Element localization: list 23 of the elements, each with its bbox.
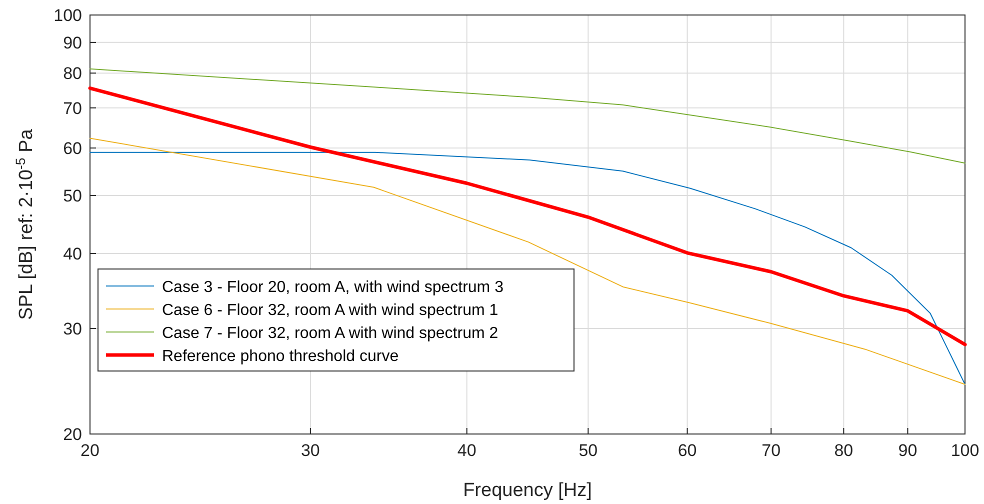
legend-label: Reference phono threshold curve xyxy=(162,348,399,365)
x-tick-label: 60 xyxy=(678,441,697,460)
y-tick-label: 50 xyxy=(63,186,82,206)
y-tick-label: 100 xyxy=(54,6,82,25)
x-tick-label: 100 xyxy=(950,441,980,460)
y-tick-label: 90 xyxy=(63,33,82,52)
x-tick-label: 20 xyxy=(80,441,100,460)
x-axis-title: Frequency [Hz] xyxy=(463,480,592,501)
x-tick-label: 30 xyxy=(300,441,320,460)
y-tick-label: 80 xyxy=(63,64,82,84)
x-tick-label: 50 xyxy=(578,441,598,460)
x-tick-label: 80 xyxy=(834,441,854,460)
x-tick-label: 40 xyxy=(457,441,476,460)
y-tick-label: 30 xyxy=(63,319,82,338)
y-tick-label: 40 xyxy=(63,244,82,264)
legend-label: Case 6 - Floor 32, room A with wind spectrum 1 xyxy=(162,302,498,319)
legend-label: Case 3 - Floor 20, room A, with wind spectrum 3 xyxy=(162,279,504,296)
x-tick-label: 70 xyxy=(762,441,781,460)
legend-label: Case 7 - Floor 32, room A with wind spectrum 2 xyxy=(162,325,498,342)
x-tick-label: 90 xyxy=(898,441,918,460)
y-tick-label: 60 xyxy=(63,138,82,158)
y-tick-label: 70 xyxy=(63,98,82,118)
y-tick-label: 20 xyxy=(63,425,82,444)
